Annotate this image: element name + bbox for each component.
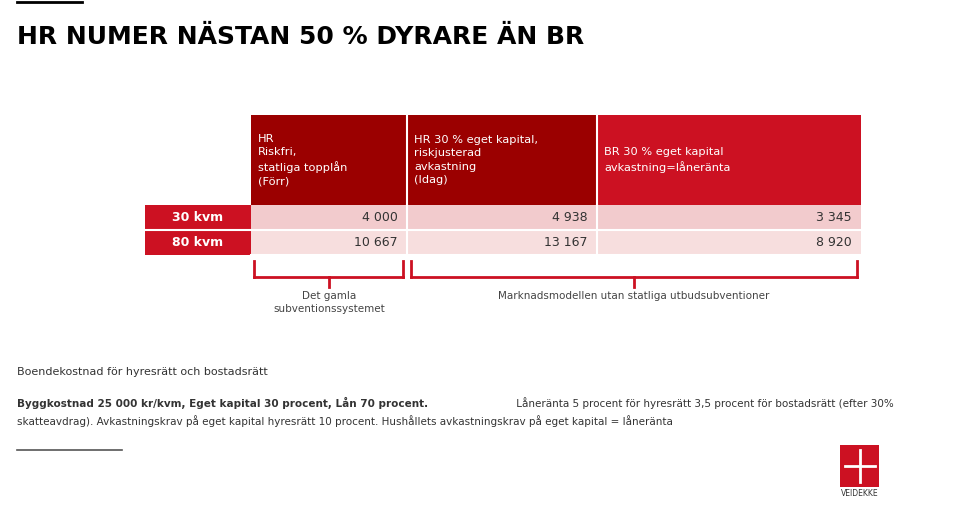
Text: 80 kvm: 80 kvm [172,236,224,249]
Text: 10 667: 10 667 [354,236,397,249]
Text: Låneränta 5 procent för hyresrätt 3,5 procent för bostadsrätt (efter 30%: Låneränta 5 procent för hyresrätt 3,5 pr… [514,397,894,409]
Polygon shape [251,115,407,205]
Polygon shape [407,115,597,205]
Text: HR
Riskfri,
statliga topplån
(Förr): HR Riskfri, statliga topplån (Förr) [258,134,348,186]
Polygon shape [251,205,861,230]
Text: 4 938: 4 938 [552,211,588,224]
Text: skatteavdrag). Avkastningskrav på eget kapital hyresrätt 10 procent. Hushållets : skatteavdrag). Avkastningskrav på eget k… [17,415,673,427]
Text: HR NUMER NÄSTAN 50 % DYRARE ÄN BR: HR NUMER NÄSTAN 50 % DYRARE ÄN BR [17,25,584,49]
Text: Det gamla
subventionssystemet: Det gamla subventionssystemet [273,291,385,314]
Text: 13 167: 13 167 [544,236,588,249]
Text: VEIDEKKE: VEIDEKKE [841,489,878,498]
Polygon shape [251,230,861,255]
Polygon shape [840,445,879,487]
Text: Byggkostnad 25 000 kr/kvm, Eget kapital 30 procent, Lån 70 procent.: Byggkostnad 25 000 kr/kvm, Eget kapital … [17,397,428,409]
Text: Marknadsmodellen utan statliga utbudsubventioner: Marknadsmodellen utan statliga utbudsubv… [498,291,770,301]
Text: 8 920: 8 920 [816,236,852,249]
Text: 4 000: 4 000 [362,211,397,224]
Polygon shape [145,230,251,255]
Text: 3 345: 3 345 [816,211,852,224]
Text: HR 30 % eget kapital,
riskjusterad
avkastning
(Idag): HR 30 % eget kapital, riskjusterad avkas… [415,135,539,185]
Polygon shape [597,115,861,205]
Text: 30 kvm: 30 kvm [172,211,224,224]
Text: BR 30 % eget kapital
avkastning=låneränta: BR 30 % eget kapital avkastning=låneränt… [605,147,731,173]
Polygon shape [145,205,251,230]
Text: Boendekostnad för hyresrätt och bostadsrätt: Boendekostnad för hyresrätt och bostadsr… [17,367,268,377]
